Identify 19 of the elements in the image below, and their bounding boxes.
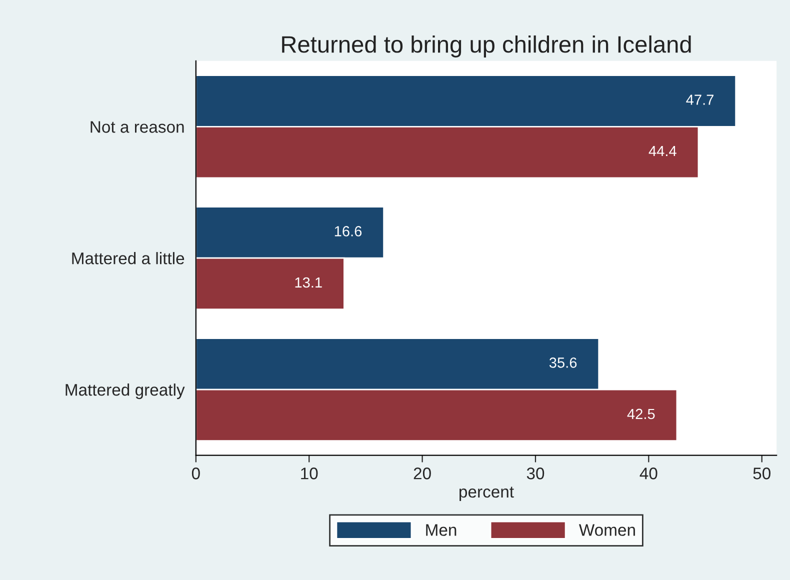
x-tick-label: 20: [414, 468, 431, 480]
data-label: 47.7: [686, 94, 714, 105]
y-tick-label: Not a reason: [90, 121, 184, 133]
y-tick-label: Mattered greatly: [66, 384, 185, 400]
x-tick-label: 0: [192, 468, 200, 480]
x-tick-label: 40: [640, 468, 658, 480]
data-label: 42.5: [627, 408, 655, 420]
legend-label: Men: [426, 524, 456, 536]
data-label: 35.6: [549, 358, 577, 368]
x-tick-label: 50: [753, 468, 770, 480]
chart-title: Returned to bring up children in Iceland: [282, 35, 691, 58]
data-label: 13.1: [295, 277, 322, 288]
x-tick-label: 30: [526, 468, 544, 480]
legend-label: Women: [578, 524, 635, 536]
y-tick-label: Mattered a little: [72, 252, 184, 264]
x-axis-title: percent: [460, 486, 514, 501]
x-tick-label: 10: [301, 468, 318, 480]
data-label: 16.6: [334, 226, 362, 236]
data-label: 44.4: [648, 146, 676, 156]
